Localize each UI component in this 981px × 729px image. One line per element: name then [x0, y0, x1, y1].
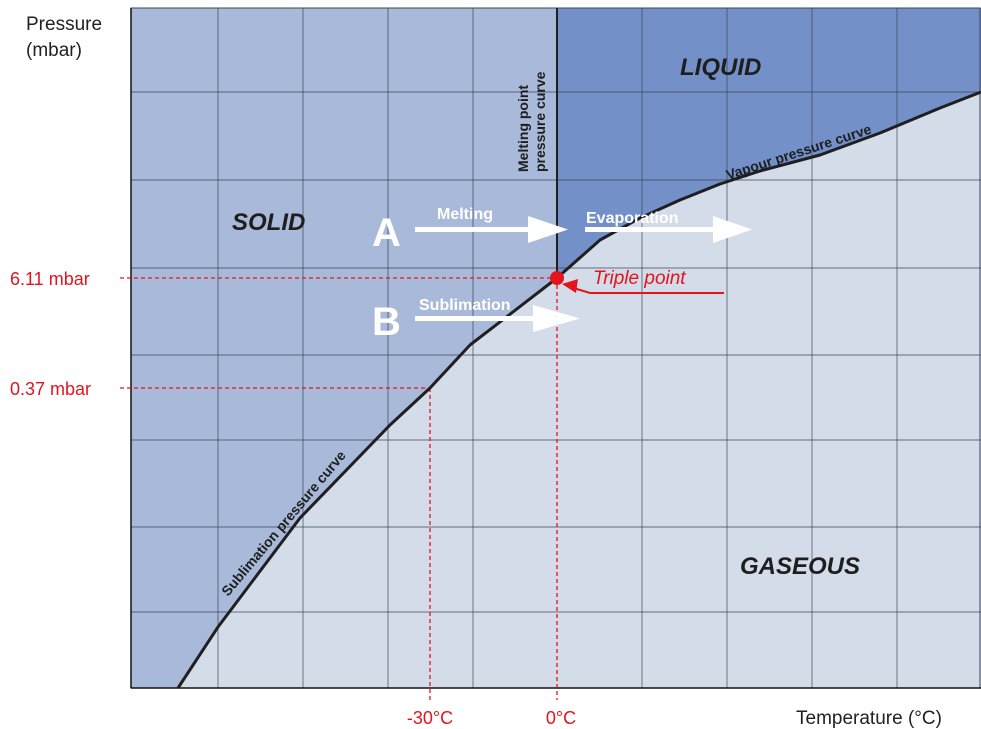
pressure-label-037: 0.37 mbar: [10, 379, 91, 399]
melting-label: Melting: [437, 206, 493, 223]
triple-point-marker: [550, 271, 564, 285]
triple-point-arrowhead: [562, 279, 578, 293]
x-axis-title: Temperature (°C): [796, 708, 942, 729]
triple-point-pointer: [569, 286, 724, 294]
evaporation-label: Evaporation: [586, 210, 678, 227]
sublimation-label: Sublimation: [419, 297, 511, 314]
solid-label: SOLID: [232, 209, 305, 236]
temp-label-0: 0°C: [546, 708, 576, 728]
triple-point-label: Triple point: [593, 268, 686, 289]
temp-label-minus30: -30°C: [407, 708, 453, 728]
arrows: [415, 216, 752, 332]
y-axis-title-line1: Pressure: [26, 14, 102, 35]
liquid-region: [557, 8, 981, 278]
gaseous-label: GASEOUS: [740, 553, 860, 580]
melting-curve-label-line2: pressure curve: [532, 71, 548, 172]
liquid-label: LIQUID: [680, 54, 761, 81]
pressure-label-611: 6.11 mbar: [10, 269, 90, 289]
sublimation-curve: [176, 276, 558, 689]
y-axis-title-line2: (mbar): [26, 40, 82, 61]
guide-lines: [120, 277, 558, 700]
path-b-letter: B: [372, 300, 401, 344]
melting-curve-label-line1: Melting point: [515, 85, 531, 172]
path-a-letter: A: [372, 211, 401, 255]
solid-region: [131, 8, 557, 688]
